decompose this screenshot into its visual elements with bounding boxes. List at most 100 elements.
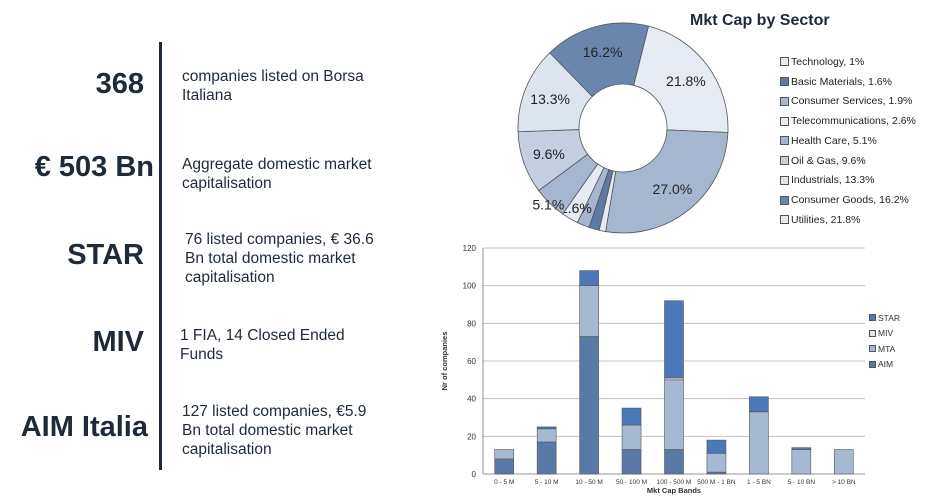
bar-legend-item: MTA [869,341,900,357]
legend-label: MIV [878,328,894,339]
legend-swatch [780,77,789,87]
legend-swatch [780,57,789,67]
donut-slice [588,169,614,231]
bar-legend-item: STAR [869,310,900,326]
legend-label: Consumer Goods, 16.2% [791,194,909,207]
x-tick-label: > 10 BN [832,479,856,486]
bar-legend: STAR MIV MTA AIM [869,310,900,372]
legend-swatch [869,314,876,322]
donut-legend-item: Telecommunications, 2.6% [780,111,916,131]
stat-label-star: STAR [67,239,144,271]
bar-legend-item: AIM [869,357,900,373]
x-tick-label: 100 - 500 M [657,479,692,486]
y-tick-label: 60 [467,357,476,366]
bar-segment-aim [494,458,515,475]
x-tick-label: 50 - 100 M [616,479,647,486]
bar-segment-mta [791,449,812,475]
stat-label-miv: MIV [92,326,144,358]
bar-segment-star [706,439,727,454]
legend-label: Telecommunications, 2.6% [791,115,916,128]
x-tick-label: 1 - 5 BN [747,479,771,486]
legend-label: MTA [878,343,896,354]
x-axis-title: Mkt Cap Bands [647,486,701,495]
bar-segment-mta [536,428,557,443]
x-tick-label: 0 - 5 M [494,479,514,486]
donut-legend-item: Basic Materials, 1.6% [780,72,916,92]
y-tick-label: 100 [463,282,477,291]
donut-legend: Technology, 1% Basic Materials, 1.6% Consu… [780,52,916,230]
bar-segment-aim [664,449,684,475]
bar-segment-mta [833,449,854,475]
bar-segment-star [579,270,599,286]
donut-slice [517,129,589,192]
bar-segment-star [536,426,557,430]
donut-legend-item: Health Care, 5.1% [780,131,916,151]
donut-slice-label: 9.6% [533,146,565,162]
legend-label: STAR [878,312,901,323]
donut-legend-item: Consumer Goods, 16.2% [780,190,916,210]
donut-legend-item: Industrials, 13.3% [780,171,916,191]
legend-swatch [869,329,876,337]
bar-segment-mta [664,379,684,450]
legend-swatch [780,195,789,205]
legend-label: Oil & Gas, 9.6% [791,154,866,167]
legend-swatch [869,345,876,353]
stat-label-market-cap: € 503 Bn [34,151,154,183]
y-tick-label: 0 [472,470,477,479]
donut-slice [598,170,617,233]
donut-slice-label: 16.2% [583,44,623,60]
stat-desc-star: 76 listed companies, € 36.6 Bn total dom… [185,231,374,286]
stat-desc-aim-italia: 127 listed companies, €5.9 Bn total dome… [182,403,367,458]
donut-slice-label: 27.0% [653,181,693,197]
bar-segment-star [791,447,812,450]
donut-legend-item: Technology, 1% [780,52,916,72]
bar-segment-aim [536,441,557,475]
legend-swatch [780,116,789,126]
bar-segment-aim [706,471,727,475]
legend-swatch [780,136,789,146]
donut-legend-item: Oil & Gas, 9.6% [780,151,916,171]
donut-slice-label: 2.6% [560,200,592,216]
x-tick-label: 10 - 50 M [575,479,602,486]
donut-slice [605,129,729,234]
bar-segment-mta [621,424,642,450]
bar-segment-mta [494,449,515,460]
donut-slice [576,167,610,228]
donut-slice-label: 13.3% [530,91,570,107]
bar-segment-star [749,396,769,413]
donut-slice [562,163,605,224]
y-tick-label: 120 [463,244,477,253]
divider-line [159,42,162,470]
bar-segment-aim [621,449,642,475]
stat-desc-miv: 1 FIA, 14 Closed Ended Funds [180,327,345,363]
donut-legend-item: Utilities, 21.8% [780,210,916,230]
donut-slice [538,153,599,215]
donut-slice-label: 5.1% [532,197,564,213]
bar-segment-mta [706,452,727,473]
bar-segment-mta [749,411,769,475]
legend-label: AIM [878,359,894,370]
x-tick-label: 5 - 10 BN [788,479,816,486]
bar-legend-item: MIV [869,326,900,342]
legend-swatch [780,175,789,185]
legend-label: Industrials, 13.3% [791,174,875,187]
legend-label: Health Care, 5.1% [791,134,877,147]
legend-label: Consumer Services, 1.9% [791,95,913,108]
y-tick-label: 20 [467,432,476,441]
donut-chart-title: Mkt Cap by Sector [690,12,830,29]
x-tick-label: 500 M - 1 BN [697,479,736,486]
donut-legend-item: Consumer Services, 1.9% [780,92,916,112]
donut-slice-label: 21.8% [666,73,706,89]
donut-slice [633,25,729,133]
donut-slice [517,52,593,133]
y-tick-label: 80 [467,319,476,328]
legend-swatch [780,215,789,225]
legend-swatch [780,96,789,106]
bar-segment-mta [579,285,599,337]
donut-slice [549,22,649,98]
bar-segment-star [621,407,642,426]
stat-label-companies: 368 [95,68,144,100]
stat-label-aim-italia: AIM Italia [20,411,148,443]
bar-segment-aim [579,336,599,475]
legend-swatch [780,156,789,166]
